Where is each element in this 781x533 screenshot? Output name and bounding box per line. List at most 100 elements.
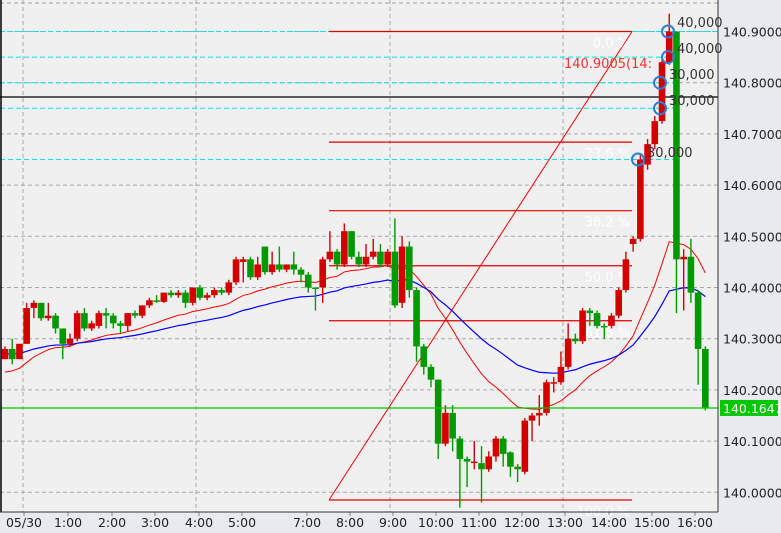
moving-average-slow — [4, 278, 706, 374]
candle-body — [30, 302, 38, 308]
candle-body — [16, 343, 23, 360]
candle-body — [406, 246, 413, 291]
time-tick-label: 4:00 — [185, 515, 213, 530]
candle — [138, 305, 146, 319]
candle — [557, 351, 565, 385]
candle — [52, 313, 59, 334]
fibonacci-level-label: 38.2 % — [585, 216, 630, 231]
candle — [694, 290, 702, 385]
candle-body — [600, 325, 608, 328]
candle — [341, 223, 348, 268]
candle — [160, 292, 168, 303]
candle-body — [362, 256, 370, 265]
candle-body — [239, 259, 247, 262]
candle-body — [622, 259, 630, 291]
order-marker — [631, 152, 645, 167]
candle — [153, 295, 160, 303]
candle — [167, 290, 175, 298]
candle — [673, 31, 680, 314]
time-tick-label: 8:00 — [336, 515, 364, 530]
candle-body — [694, 292, 702, 349]
price-axis-area — [718, 0, 781, 533]
price-tick-label: 140.5000 — [723, 229, 781, 244]
candle — [615, 287, 622, 319]
time-tick-label: 7:00 — [293, 515, 321, 530]
candle-body — [449, 412, 456, 439]
candle-body — [160, 292, 168, 302]
candle-body — [131, 313, 139, 316]
candle — [680, 249, 687, 311]
candle-body — [384, 251, 391, 265]
candle-body — [377, 251, 384, 265]
candle — [254, 256, 261, 280]
candle-body — [110, 315, 117, 324]
candle-body — [434, 379, 442, 444]
order-quantity-label: 30,000 — [647, 146, 693, 161]
candle — [16, 343, 23, 360]
candle-body — [564, 338, 572, 367]
fibonacci-level-label: 0.0 % — [593, 37, 630, 52]
candle — [23, 302, 30, 344]
candle-body — [579, 310, 586, 342]
candle-body — [117, 323, 124, 326]
candle — [528, 412, 536, 442]
candle — [377, 243, 384, 268]
time-axis-area — [0, 512, 718, 533]
candle-body — [167, 292, 175, 296]
candle — [629, 236, 637, 252]
price-tick-label: 140.3000 — [723, 332, 781, 347]
candle — [384, 249, 391, 268]
candle — [174, 290, 182, 298]
candle — [687, 238, 695, 303]
time-tick-label: 12:00 — [504, 515, 540, 530]
candle-body — [102, 313, 110, 316]
candle — [355, 251, 363, 268]
candle-body — [138, 305, 146, 316]
time-tick-label: 2:00 — [98, 515, 126, 530]
candle — [189, 287, 197, 306]
time-tick-label: 3:00 — [141, 515, 169, 530]
candle — [203, 292, 211, 301]
candle — [369, 238, 377, 260]
candle — [463, 456, 471, 488]
price-tick-label: 140.4000 — [723, 281, 781, 296]
order-marker — [661, 50, 675, 65]
time-tick-label: 10:00 — [418, 515, 454, 530]
candle — [586, 307, 594, 326]
candle — [442, 405, 449, 447]
candle — [268, 251, 276, 275]
time-tick-label: 11:00 — [461, 515, 497, 530]
candle-body — [333, 251, 341, 265]
candle — [579, 307, 586, 344]
candle — [406, 241, 413, 298]
candle-body — [420, 346, 428, 367]
candle-body — [348, 231, 355, 257]
candle-body — [203, 295, 211, 298]
candle-body — [651, 121, 659, 145]
candle — [535, 395, 543, 426]
candle-body — [73, 313, 81, 339]
order-marker — [653, 75, 667, 90]
order-quantity-label: 40,000 — [677, 16, 723, 31]
candle-body — [225, 282, 233, 293]
time-tick-label: 14:00 — [591, 515, 627, 530]
candle-body — [572, 338, 579, 342]
candle — [449, 405, 456, 452]
candle-body — [550, 382, 558, 384]
candle-body — [644, 144, 651, 165]
order-quantity-label: 40,000 — [677, 42, 723, 57]
candle — [644, 139, 651, 170]
candle-body — [665, 31, 673, 63]
candle-body — [355, 256, 363, 265]
candle-body — [247, 259, 254, 278]
candle — [239, 256, 247, 283]
candle — [117, 320, 124, 334]
candle-body — [182, 292, 189, 303]
candle — [572, 333, 579, 344]
candle-body — [52, 315, 59, 329]
candle — [211, 287, 218, 298]
candle-body — [398, 246, 406, 303]
candle — [283, 264, 290, 273]
